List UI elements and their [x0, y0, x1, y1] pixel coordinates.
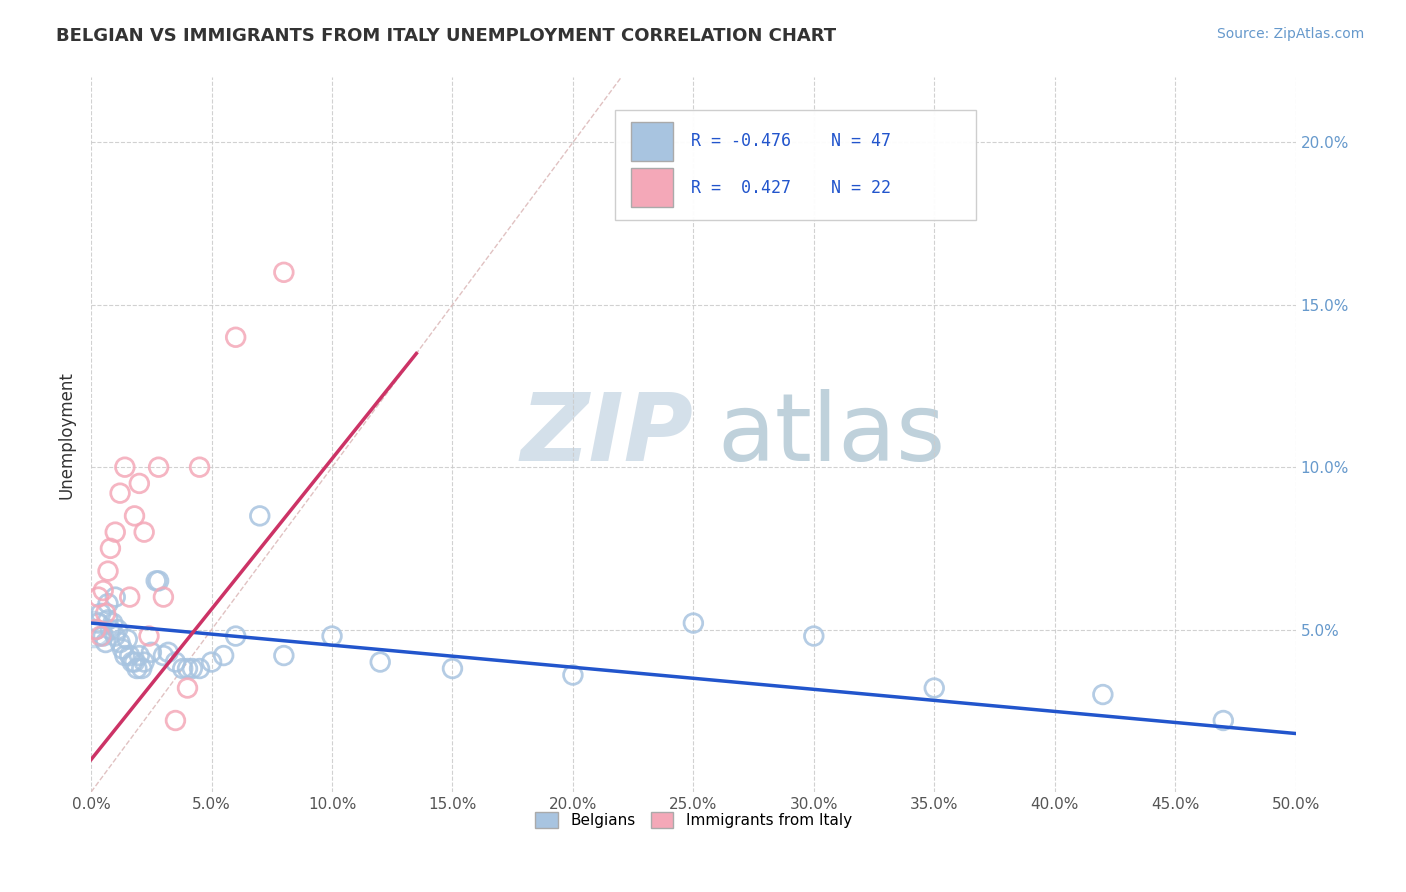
Point [104, 629, 127, 643]
Point [90, 607, 112, 621]
Point [108, 486, 131, 500]
Point [200, 655, 222, 669]
Point [84, 623, 107, 637]
Point [225, 330, 247, 344]
Point [273, 265, 295, 279]
Point [176, 661, 198, 675]
Point [134, 525, 156, 540]
Text: BELGIAN VS IMMIGRANTS FROM ITALY UNEMPLOYMENT CORRELATION CHART: BELGIAN VS IMMIGRANTS FROM ITALY UNEMPLO… [56, 27, 837, 45]
Point [441, 661, 464, 675]
Point [94, 607, 117, 621]
Point [165, 655, 187, 669]
Point [157, 645, 180, 659]
Point [104, 525, 127, 540]
Point [225, 629, 247, 643]
Point [94, 635, 117, 649]
Text: R = -0.476    N = 47: R = -0.476 N = 47 [690, 132, 891, 151]
Point [368, 655, 391, 669]
Point [87, 616, 110, 631]
Point [87, 590, 110, 604]
Point [97, 613, 120, 627]
Point [128, 476, 150, 491]
Point [131, 661, 153, 675]
Point [561, 668, 583, 682]
Point [273, 648, 295, 663]
Point [108, 635, 131, 649]
Point [117, 632, 139, 647]
Text: atlas: atlas [717, 389, 946, 481]
Point [148, 460, 170, 475]
Legend: Belgians, Immigrants from Italy: Belgians, Immigrants from Italy [529, 806, 858, 834]
Point [152, 648, 174, 663]
Point [97, 597, 120, 611]
Text: Source: ZipAtlas.com: Source: ZipAtlas.com [1216, 27, 1364, 41]
Point [141, 645, 163, 659]
Point [124, 655, 146, 669]
Point [148, 574, 170, 588]
Point [114, 460, 136, 475]
Point [145, 574, 167, 588]
Point [84, 623, 107, 637]
Point [212, 648, 235, 663]
Point [114, 648, 136, 663]
Point [188, 460, 211, 475]
Point [682, 616, 704, 631]
Point [128, 648, 150, 663]
Point [107, 623, 129, 637]
Point [100, 623, 122, 637]
Point [165, 714, 187, 728]
FancyBboxPatch shape [631, 169, 673, 208]
Text: ZIP: ZIP [520, 389, 693, 481]
Point [152, 590, 174, 604]
Point [91, 629, 114, 643]
Point [100, 541, 122, 556]
Point [922, 681, 945, 695]
Point [91, 583, 114, 598]
Point [134, 655, 156, 669]
Point [1212, 714, 1234, 728]
Point [249, 508, 271, 523]
Point [172, 661, 194, 675]
Y-axis label: Unemployment: Unemployment [58, 371, 75, 499]
FancyBboxPatch shape [614, 110, 976, 220]
Point [83, 623, 105, 637]
Point [118, 648, 141, 663]
Point [104, 590, 127, 604]
Point [176, 681, 198, 695]
Point [125, 661, 148, 675]
FancyBboxPatch shape [631, 121, 673, 161]
Point [124, 508, 146, 523]
Point [181, 661, 204, 675]
Point [90, 629, 112, 643]
Point [138, 629, 160, 643]
Point [188, 661, 211, 675]
Point [111, 642, 134, 657]
Point [97, 564, 120, 578]
Text: R =  0.427    N = 22: R = 0.427 N = 22 [690, 178, 891, 197]
Point [1091, 688, 1114, 702]
Point [803, 629, 825, 643]
Point [321, 629, 343, 643]
Point [121, 655, 143, 669]
Point [118, 590, 141, 604]
Point [101, 616, 124, 631]
